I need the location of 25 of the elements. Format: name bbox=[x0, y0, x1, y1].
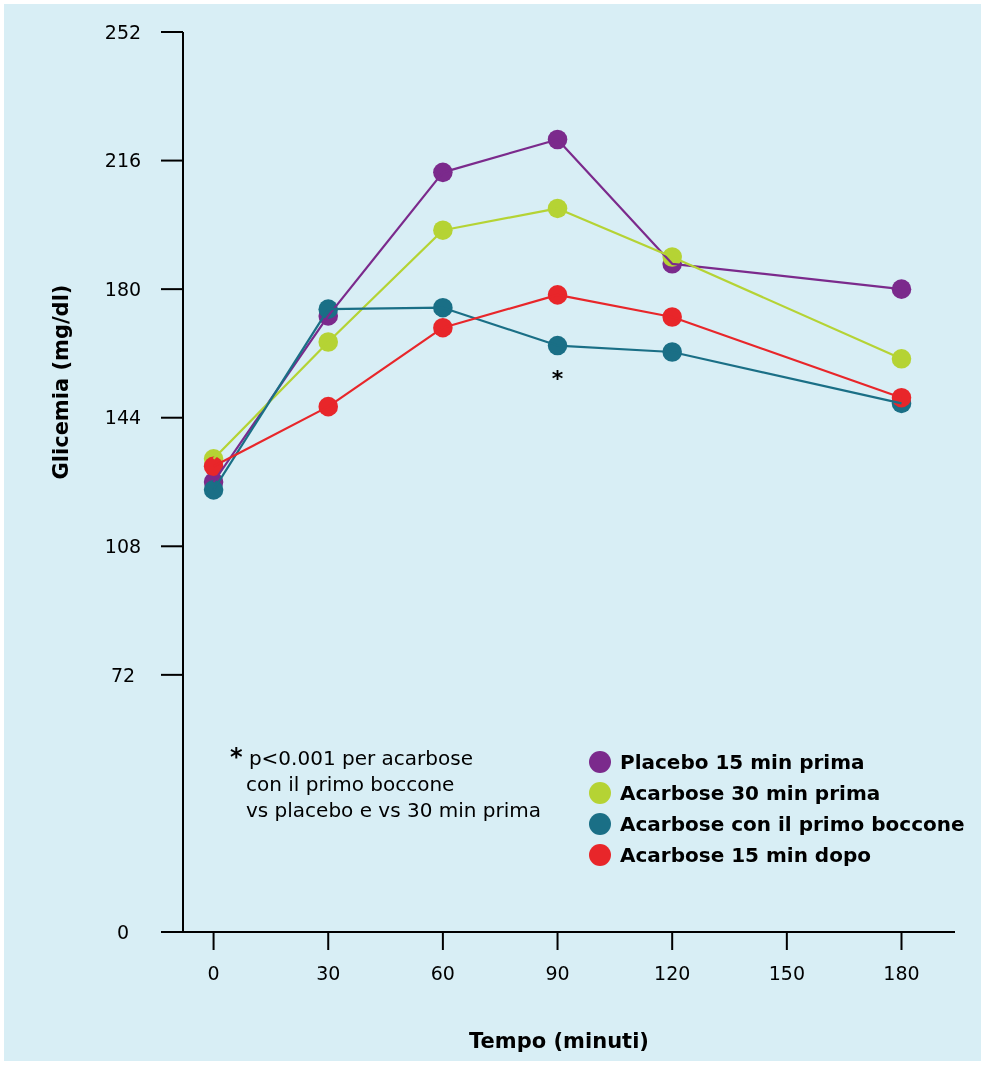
x-axis-title: Tempo (minuti) bbox=[469, 1029, 649, 1053]
x-tick-label: 180 bbox=[883, 962, 920, 984]
x-tick-label: 90 bbox=[545, 962, 570, 984]
y-tick-label: 144 bbox=[104, 406, 142, 429]
legend-label: Placebo 15 min prima bbox=[620, 750, 865, 774]
y-tick-label: 252 bbox=[104, 20, 142, 43]
y-tick-label: 0 bbox=[116, 920, 130, 943]
point bbox=[203, 480, 224, 500]
x-tick-label: 60 bbox=[430, 962, 455, 984]
x-tick-label: 30 bbox=[316, 962, 341, 984]
annotation: * p<0.001 per acarbose con il primo boccone vs placebo e vs 30 min prima bbox=[230, 743, 542, 822]
point bbox=[891, 279, 912, 299]
x-tick-label: 150 bbox=[768, 962, 805, 984]
y-tick-label: 180 bbox=[104, 277, 142, 300]
legend-label: Acarbose 30 min prima bbox=[620, 781, 881, 805]
x-tick-label: 120 bbox=[654, 962, 691, 984]
point bbox=[891, 349, 912, 369]
y-tick-label: 108 bbox=[104, 534, 142, 557]
y-tick-label: 216 bbox=[104, 149, 142, 172]
y-axis-title: Glicemia (mg/dl) bbox=[49, 284, 73, 480]
annotation: * bbox=[551, 365, 564, 391]
legend-label: Acarbose 15 min dopo bbox=[620, 843, 871, 867]
legend-label: Acarbose con il primo boccone bbox=[620, 812, 965, 836]
y-tick-label: 72 bbox=[110, 663, 136, 686]
x-tick-label: 0 bbox=[207, 962, 220, 984]
